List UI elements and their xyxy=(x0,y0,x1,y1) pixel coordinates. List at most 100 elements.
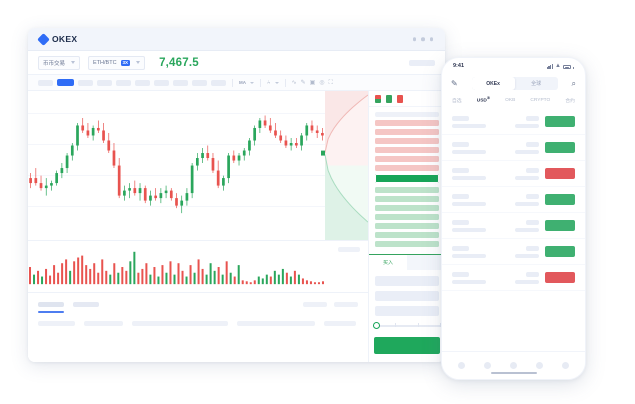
orderbook-bid-row[interactable] xyxy=(375,187,439,193)
orderbook-column-header xyxy=(375,112,439,117)
amount-input[interactable] xyxy=(375,291,439,301)
phone-topbar: ✎ OKEx 全球 ⌕ xyxy=(442,74,585,93)
symbol-cell xyxy=(452,193,492,206)
timeframe-option[interactable] xyxy=(192,79,207,86)
chart-toolbar: MA ⑃ ∿ ✎ ▣ ◎ ⛶ xyxy=(28,75,445,91)
compose-icon[interactable]: ✎ xyxy=(451,78,458,88)
chevron-down-icon[interactable] xyxy=(250,81,254,84)
tab-favorites[interactable]: 自选 xyxy=(452,98,462,104)
slider-knob[interactable] xyxy=(373,322,380,329)
volume-svg xyxy=(29,251,324,285)
segment-okex[interactable]: OKEx xyxy=(471,77,515,90)
timeframe-option[interactable] xyxy=(154,79,169,86)
market-segment-control[interactable]: OKEx 全球 xyxy=(471,77,558,90)
battery-icon xyxy=(563,65,571,69)
tab-okb[interactable]: OKB xyxy=(505,97,516,103)
orders-tab[interactable] xyxy=(73,302,99,307)
trading-pair-label: ETH/BTC xyxy=(93,59,117,66)
orderbook-bid-row[interactable] xyxy=(375,214,439,220)
orderbook-ask-row[interactable] xyxy=(375,129,439,135)
timeframe-option[interactable] xyxy=(211,79,226,86)
toolbar-divider xyxy=(260,78,261,87)
orderbook-bid-row[interactable] xyxy=(375,196,439,202)
tab-usd[interactable]: USD③ xyxy=(476,96,491,104)
home-indicator xyxy=(490,371,537,374)
orderbook-both-icon[interactable] xyxy=(375,94,381,103)
orderbook-ask-row[interactable] xyxy=(375,120,439,126)
market-list-item[interactable] xyxy=(442,187,585,213)
nav-item-icon[interactable] xyxy=(536,362,544,369)
tab-crypto[interactable]: CRYPTO xyxy=(530,97,551,103)
market-list-item[interactable] xyxy=(442,239,585,265)
subtitle-placeholder xyxy=(452,201,486,206)
timeframe-option[interactable] xyxy=(173,79,188,86)
phone-mockup: 9:41 ▲ ✎ OKEx 全球 ⌕ 自选 USD③ OKB CRYPTO xyxy=(441,57,586,380)
change-badge xyxy=(545,116,575,127)
symbol-cell xyxy=(452,115,492,128)
orderbook-ask-row[interactable] xyxy=(375,156,439,162)
market-list-item[interactable] xyxy=(442,213,585,239)
orderbook-rows[interactable] xyxy=(369,120,445,250)
market-list-item[interactable] xyxy=(442,161,585,187)
orders-tab-active[interactable] xyxy=(38,302,64,307)
current-price-row[interactable] xyxy=(375,174,439,183)
orderbook-bid-row[interactable] xyxy=(375,223,439,229)
orderbook-bid-row[interactable] xyxy=(375,232,439,238)
segment-global[interactable]: 全球 xyxy=(531,81,542,87)
buy-tab[interactable]: 买入 xyxy=(369,255,407,270)
camera-icon[interactable]: ▣ xyxy=(309,79,316,86)
total-input[interactable] xyxy=(375,306,439,316)
wave-icon[interactable]: ∿ xyxy=(291,79,297,86)
orders-action[interactable] xyxy=(334,302,358,307)
orderbook-bids-icon[interactable] xyxy=(386,94,392,103)
candlestick-chart[interactable] xyxy=(28,91,368,241)
orders-action[interactable] xyxy=(303,302,327,307)
volume-label-placeholder xyxy=(338,247,360,252)
chevron-down-icon xyxy=(136,61,141,64)
timeframe-option[interactable] xyxy=(38,79,53,86)
pencil-icon[interactable]: ✎ xyxy=(300,79,306,86)
brand-name: OKEX xyxy=(52,34,78,44)
timeframe-option[interactable] xyxy=(135,79,150,86)
trading-pair-selector[interactable]: ETH/BTC 3X xyxy=(88,55,146,70)
nav-item-icon[interactable] xyxy=(483,362,491,369)
fullscreen-icon[interactable]: ⛶ xyxy=(328,79,333,86)
nav-item-icon[interactable] xyxy=(509,362,517,369)
leverage-badge: 3X xyxy=(120,59,131,66)
orderbook-ask-row[interactable] xyxy=(375,147,439,153)
tab-contracts[interactable]: 合约 xyxy=(565,98,575,104)
settings-icon[interactable]: ◎ xyxy=(319,79,325,86)
chevron-down-icon[interactable] xyxy=(274,81,279,84)
submit-buy-button[interactable] xyxy=(374,337,440,354)
orderbook-asks-icon[interactable] xyxy=(397,94,403,103)
trade-header: 币币交易 ETH/BTC 3X 7,467.5 xyxy=(28,51,445,75)
nav-item-icon[interactable] xyxy=(457,362,465,369)
timeframe-option[interactable] xyxy=(78,79,93,86)
orderbook-bid-row[interactable] xyxy=(375,205,439,211)
phone-bottom-nav[interactable] xyxy=(442,351,585,379)
volume-placeholder xyxy=(515,201,539,206)
market-list-item[interactable] xyxy=(442,109,585,135)
orderbook-ask-row[interactable] xyxy=(375,138,439,144)
amount-slider[interactable] xyxy=(373,321,441,331)
timeframe-option[interactable] xyxy=(97,79,112,86)
window-menu-dots-icon[interactable] xyxy=(412,37,433,41)
orderbook-bid-row[interactable] xyxy=(375,241,439,247)
timeframe-option[interactable] xyxy=(116,79,131,86)
market-list-item[interactable] xyxy=(442,265,585,291)
candlestick-type-icon[interactable]: ⑃ xyxy=(267,79,271,86)
price-input[interactable] xyxy=(375,276,439,286)
orderbook-ask-row[interactable] xyxy=(375,165,439,171)
market-type-selector[interactable]: 币币交易 xyxy=(38,55,81,70)
phone-market-list[interactable] xyxy=(442,107,585,291)
window-titlebar: OKEX xyxy=(28,28,445,51)
sell-tab[interactable] xyxy=(407,255,445,270)
phone-category-tabs: 自选 USD③ OKB CRYPTO 合约 xyxy=(442,93,585,107)
indicator-label[interactable]: MA xyxy=(239,80,246,85)
orders-cell xyxy=(324,321,356,326)
market-list-item[interactable] xyxy=(442,135,585,161)
orderbook-column: 买入 xyxy=(368,91,445,362)
nav-item-icon[interactable] xyxy=(562,362,570,369)
search-icon[interactable]: ⌕ xyxy=(571,78,576,88)
timeframe-option-active[interactable] xyxy=(57,79,74,86)
